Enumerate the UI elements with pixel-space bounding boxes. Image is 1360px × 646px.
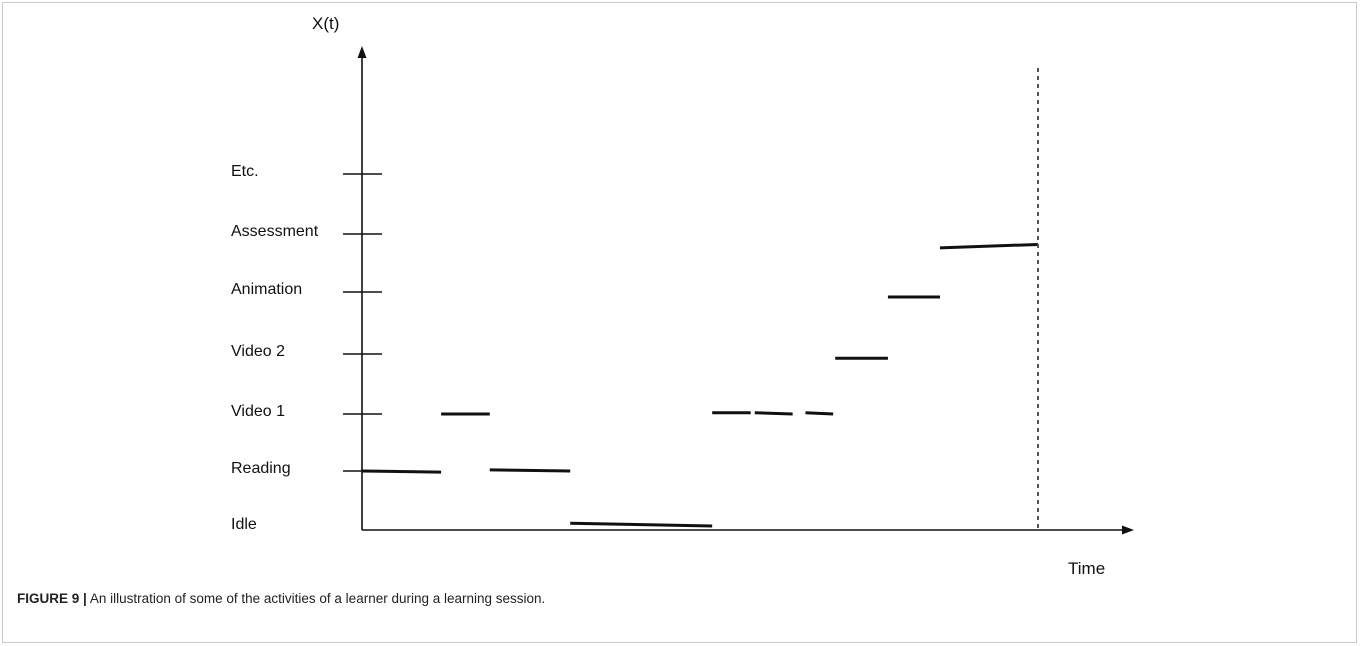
activity-segment-6 [754,411,793,416]
y-tick-label-assessment: Assessment [231,223,319,240]
y-tick-label-video-2: Video 2 [231,343,285,360]
activity-segment-10 [939,242,1039,250]
y-ticks: Idle Reading Video 1 Video 2 Animation Assess… [231,163,382,533]
x-axis-title: Time [1068,559,1105,578]
x-axis-arrow [1122,525,1134,535]
y-axis-arrow [357,46,367,58]
y-tick-label-idle: Idle [231,516,257,533]
y-tick-label-etc: Etc. [231,163,259,180]
activity-segment-4 [570,521,713,528]
y-axis-title: X(t) [312,14,339,33]
activity-segment-1 [361,469,442,474]
figure-caption: FIGURE 9 | An illustration of some of th… [17,591,545,606]
y-tick-label-animation: Animation [231,281,302,298]
activity-segment-7 [805,411,834,416]
caption-label: FIGURE 9 | [17,591,87,606]
y-tick-label-reading: Reading [231,460,291,477]
activity-segment-3 [489,468,571,473]
caption-text: An illustration of some of the activitie… [89,591,546,606]
activity-segments [361,242,1039,528]
axes: X(t) Time [312,14,1134,578]
y-tick-label-video-1: Video 1 [231,403,285,420]
